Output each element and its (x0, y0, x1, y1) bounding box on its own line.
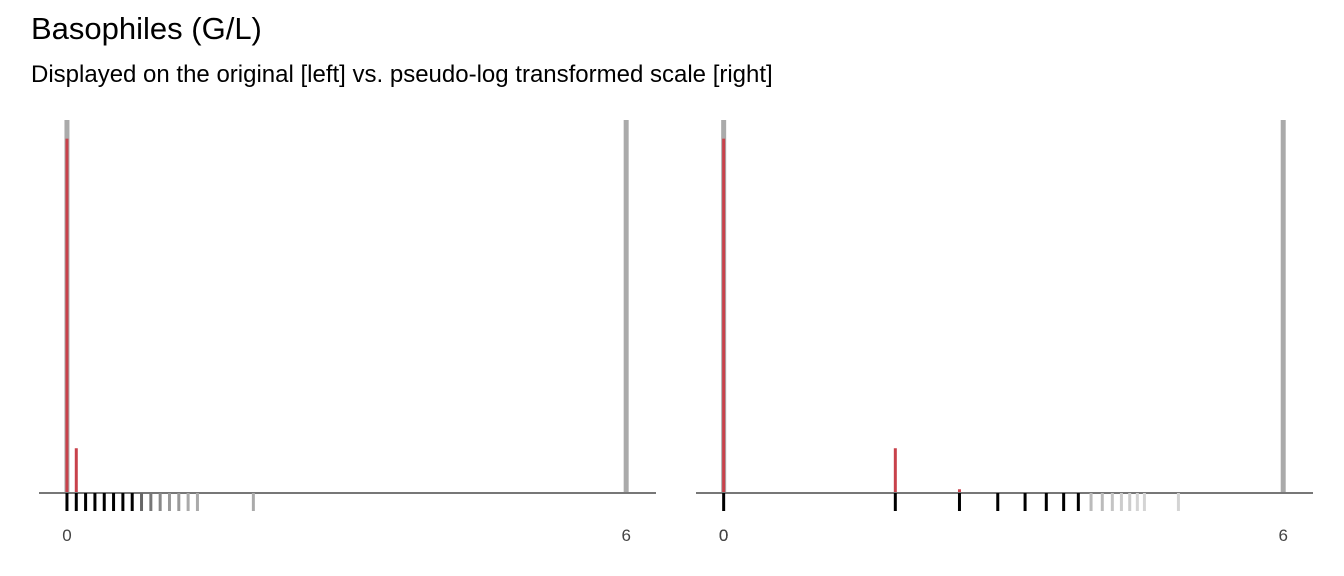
chart-title: Basophiles (G/L) (31, 11, 262, 46)
x-tick-label: 0 (62, 526, 71, 545)
bar (65, 138, 69, 493)
x-tick-label: 0 (719, 526, 728, 545)
x-tick-label: 0 (719, 526, 728, 545)
x-tick-label: 6 (1278, 526, 1287, 545)
bar (893, 448, 897, 493)
bar (722, 138, 726, 493)
x-tick-label: 6 (621, 526, 630, 545)
chart-subtitle: Displayed on the original [left] vs. pse… (31, 61, 773, 88)
bar (957, 489, 961, 493)
bar (74, 448, 78, 493)
